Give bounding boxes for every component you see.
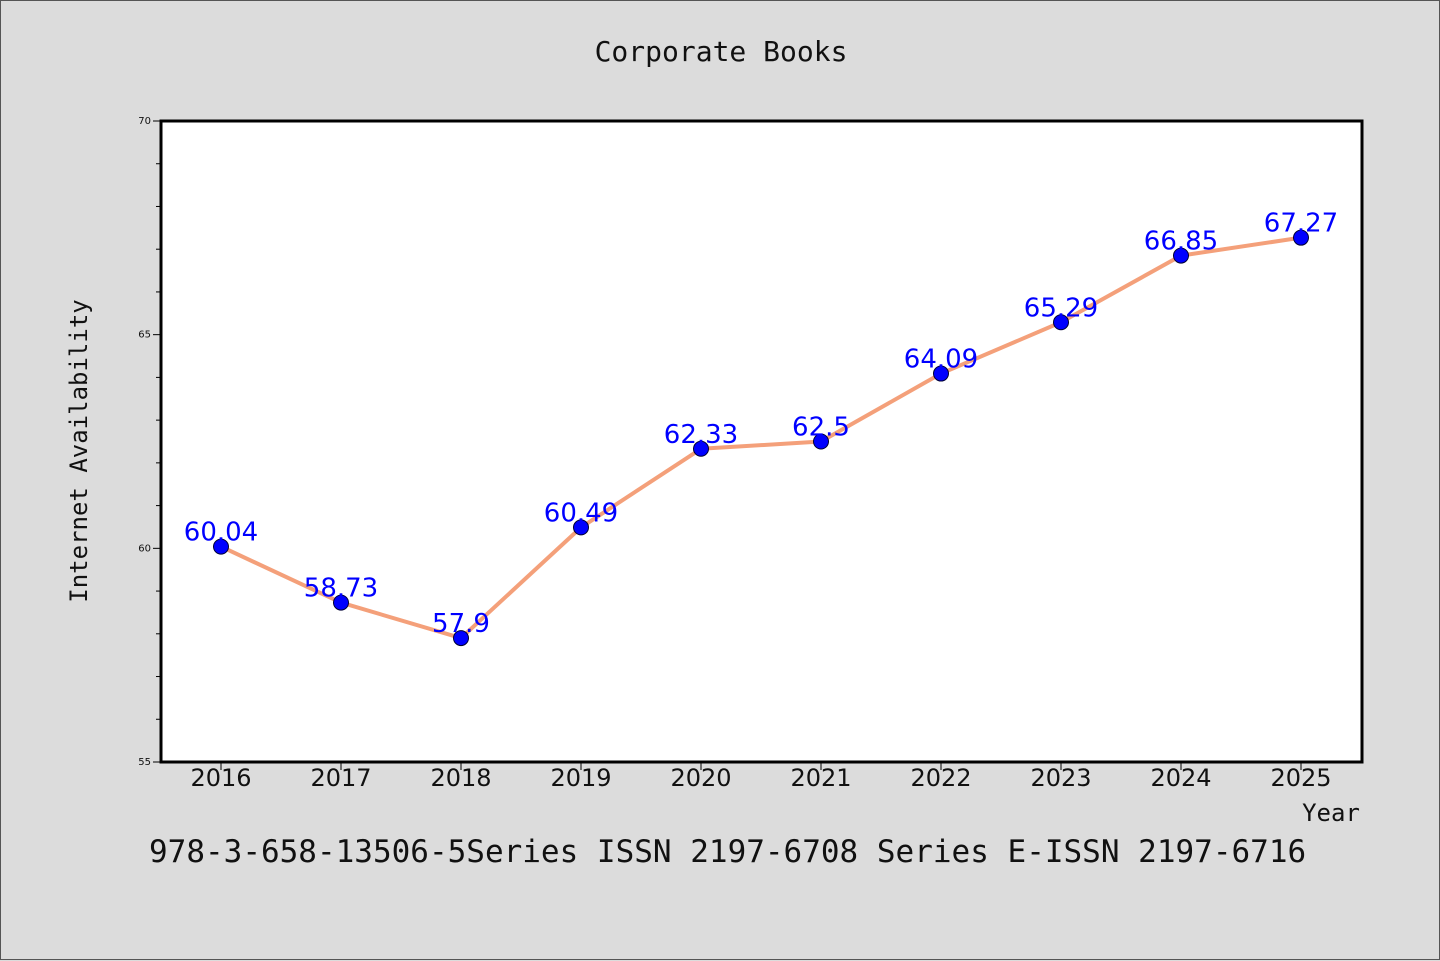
data-point	[333, 594, 349, 611]
data-point	[453, 630, 469, 647]
x-axis-title: Year	[1302, 799, 1360, 827]
data-point	[933, 365, 949, 382]
x-tick-label: 2025	[1270, 764, 1331, 792]
series-line-group	[213, 229, 1309, 647]
data-labels-group: 60.04 58.73 57.9 60.49 62.33 62.5 64.09 65.29 66…	[184, 209, 1338, 639]
data-point	[573, 519, 589, 536]
x-tick-label: 2019	[550, 764, 611, 792]
x-tick-label: 2024	[1150, 764, 1211, 792]
data-label: 62.5	[792, 413, 850, 443]
data-point	[813, 433, 829, 450]
x-tick-label: 2023	[1030, 764, 1091, 792]
data-label: 65.29	[1024, 293, 1098, 323]
data-label: 67.27	[1264, 209, 1338, 239]
chart-title: Corporate Books	[594, 35, 848, 68]
x-tick-label: 2017	[310, 764, 371, 792]
data-label: 58.73	[304, 574, 378, 604]
isbn-footer: 978-3-658-13506-5Series ISSN 2197-6708 S…	[149, 834, 1307, 870]
x-tick-label: 2018	[430, 764, 491, 792]
x-axis: 2016 2017 2018 2019 2020 2021 2022 2023 2024 2025	[190, 762, 1332, 792]
x-tick-label: 2016	[190, 764, 251, 792]
data-label: 62.33	[664, 420, 738, 450]
data-point	[213, 538, 229, 555]
x-tick-label: 2020	[670, 764, 731, 792]
x-tick-label: 2021	[790, 764, 851, 792]
data-point	[693, 440, 709, 457]
y-tick-label: 60	[138, 543, 151, 554]
data-label: 66.85	[1144, 227, 1218, 257]
data-label: 64.09	[904, 345, 978, 375]
data-point	[1173, 247, 1189, 264]
plot-area	[159, 119, 1364, 764]
data-label: 60.04	[184, 518, 258, 548]
data-label: 57.9	[432, 609, 490, 639]
y-axis-title: Internet Availability	[65, 299, 93, 602]
data-label: 60.49	[544, 498, 618, 528]
data-point	[1053, 314, 1069, 331]
y-axis: 55 60 65 70	[138, 116, 161, 768]
y-tick-label: 70	[138, 116, 151, 127]
data-point	[1293, 229, 1309, 246]
y-tick-label: 55	[138, 757, 151, 768]
series-line	[220, 235, 1302, 641]
y-tick-label: 65	[138, 330, 151, 341]
x-tick-label: 2022	[910, 764, 971, 792]
